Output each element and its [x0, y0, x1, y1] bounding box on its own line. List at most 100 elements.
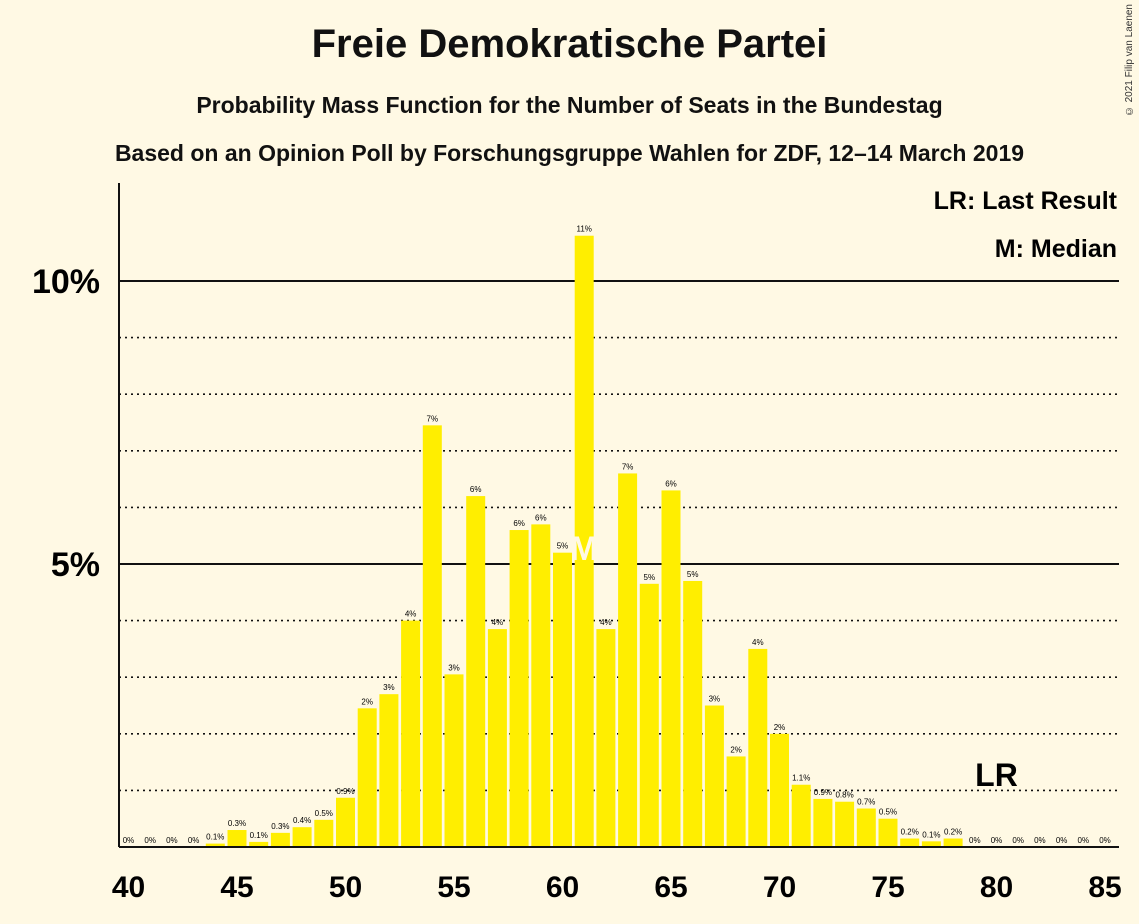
bar-value-label: 7% — [622, 462, 634, 471]
x-tick-label: 70 — [763, 871, 796, 904]
bar-value-label: 0% — [1099, 836, 1111, 845]
chart-title: Freie Demokratische Partei — [311, 22, 828, 66]
bar — [748, 648, 768, 847]
bar — [292, 827, 312, 847]
bar — [683, 580, 703, 847]
chart-subtitle: Probability Mass Function for the Number… — [196, 92, 943, 118]
bar — [422, 425, 442, 847]
bar-value-label: 0.7% — [857, 798, 875, 807]
bar-value-label: 3% — [448, 663, 460, 672]
bar-value-label: 0.1% — [206, 833, 224, 842]
bar-value-label: 0.8% — [835, 791, 853, 800]
bar-value-label: 0.2% — [901, 828, 919, 837]
bar — [900, 838, 920, 847]
bar — [444, 674, 464, 847]
bar — [509, 530, 529, 847]
bar — [357, 708, 377, 847]
bar — [314, 819, 334, 847]
bar-value-label: 0.5% — [879, 808, 897, 817]
x-tick-label: 40 — [112, 871, 145, 904]
x-tick-label: 65 — [654, 871, 687, 904]
bar-value-label: 0% — [1056, 836, 1068, 845]
legend-median: M: Median — [995, 235, 1117, 263]
bar — [379, 694, 399, 847]
x-tick-label: 55 — [437, 871, 470, 904]
bar-value-label: 5% — [557, 542, 569, 551]
y-tick-label: 5% — [51, 546, 100, 584]
bar-value-label: 0% — [144, 836, 156, 845]
bar — [574, 235, 594, 848]
x-tick-label: 80 — [980, 871, 1013, 904]
bar-value-label: 0.2% — [944, 828, 962, 837]
bar — [596, 629, 616, 847]
last-result-marker: LR — [975, 757, 1018, 793]
bar-value-label: 7% — [427, 414, 439, 423]
bar — [639, 583, 659, 847]
bar-value-label: 4% — [600, 618, 612, 627]
bar-value-label: 3% — [383, 683, 395, 692]
bar — [487, 629, 507, 847]
bar — [943, 838, 963, 847]
legend-last-result: LR: Last Result — [934, 187, 1118, 215]
bar-value-label: 2% — [730, 745, 742, 754]
bar — [878, 818, 898, 847]
bar-value-label: 5% — [644, 573, 656, 582]
bar-value-label: 11% — [576, 225, 591, 234]
bar-value-label: 6% — [665, 479, 677, 488]
bar-value-label: 1.1% — [792, 774, 810, 783]
bar-value-label: 6% — [470, 485, 482, 494]
bar-value-label: 2% — [774, 723, 786, 732]
bar — [813, 798, 833, 847]
bar-value-label: 2% — [361, 697, 373, 706]
bar-value-label: 0.9% — [814, 788, 832, 797]
bar-value-label: 0% — [1034, 836, 1046, 845]
bar — [270, 832, 290, 847]
bar-value-label: 0.1% — [250, 831, 268, 840]
bar-value-label: 0% — [1078, 836, 1090, 845]
bar — [661, 490, 681, 847]
bar-value-label: 0.5% — [315, 809, 333, 818]
bar-value-label: 0% — [969, 836, 981, 845]
bar-value-label: 6% — [535, 513, 547, 522]
bar-value-label: 0% — [166, 836, 178, 845]
bar-value-label: 0% — [123, 836, 135, 845]
x-tick-label: 45 — [220, 871, 253, 904]
bar — [618, 473, 638, 847]
bar — [336, 797, 355, 847]
bar-value-label: 0.1% — [922, 830, 940, 839]
bar-value-label: 6% — [513, 519, 525, 528]
bar — [791, 784, 811, 847]
bar — [921, 841, 941, 847]
bar-value-label: 0% — [188, 836, 200, 845]
bar — [205, 843, 225, 847]
x-tick-label: 75 — [871, 871, 904, 904]
bar — [553, 552, 572, 847]
bar — [704, 705, 724, 847]
bar-value-label: 0.3% — [228, 819, 246, 828]
bar-value-label: 4% — [492, 618, 504, 627]
bar-value-label: 5% — [687, 570, 699, 579]
bar-value-label: 0.3% — [271, 822, 289, 831]
bar-value-label: 0% — [1012, 836, 1024, 845]
bar — [726, 756, 746, 847]
x-tick-label: 85 — [1088, 871, 1121, 904]
bar-value-label: 3% — [709, 695, 721, 704]
bar — [770, 733, 789, 847]
bar-value-label: 4% — [752, 638, 764, 647]
bar — [531, 524, 551, 847]
bar — [227, 830, 247, 847]
x-tick-label: 60 — [546, 871, 579, 904]
bar — [835, 801, 855, 847]
y-tick-label: 10% — [32, 263, 100, 301]
bar-value-label: 0.9% — [336, 787, 354, 796]
bar-value-label: 0.4% — [293, 816, 311, 825]
bar-value-label: 0% — [991, 836, 1003, 845]
x-tick-label: 50 — [329, 871, 362, 904]
bar-value-label: 4% — [405, 610, 417, 619]
bar — [401, 620, 421, 847]
chart-source-subtitle: Based on an Opinion Poll by Forschungsgr… — [114, 140, 1025, 166]
bar — [466, 496, 486, 847]
bar — [856, 808, 876, 847]
median-marker: M — [570, 530, 598, 568]
